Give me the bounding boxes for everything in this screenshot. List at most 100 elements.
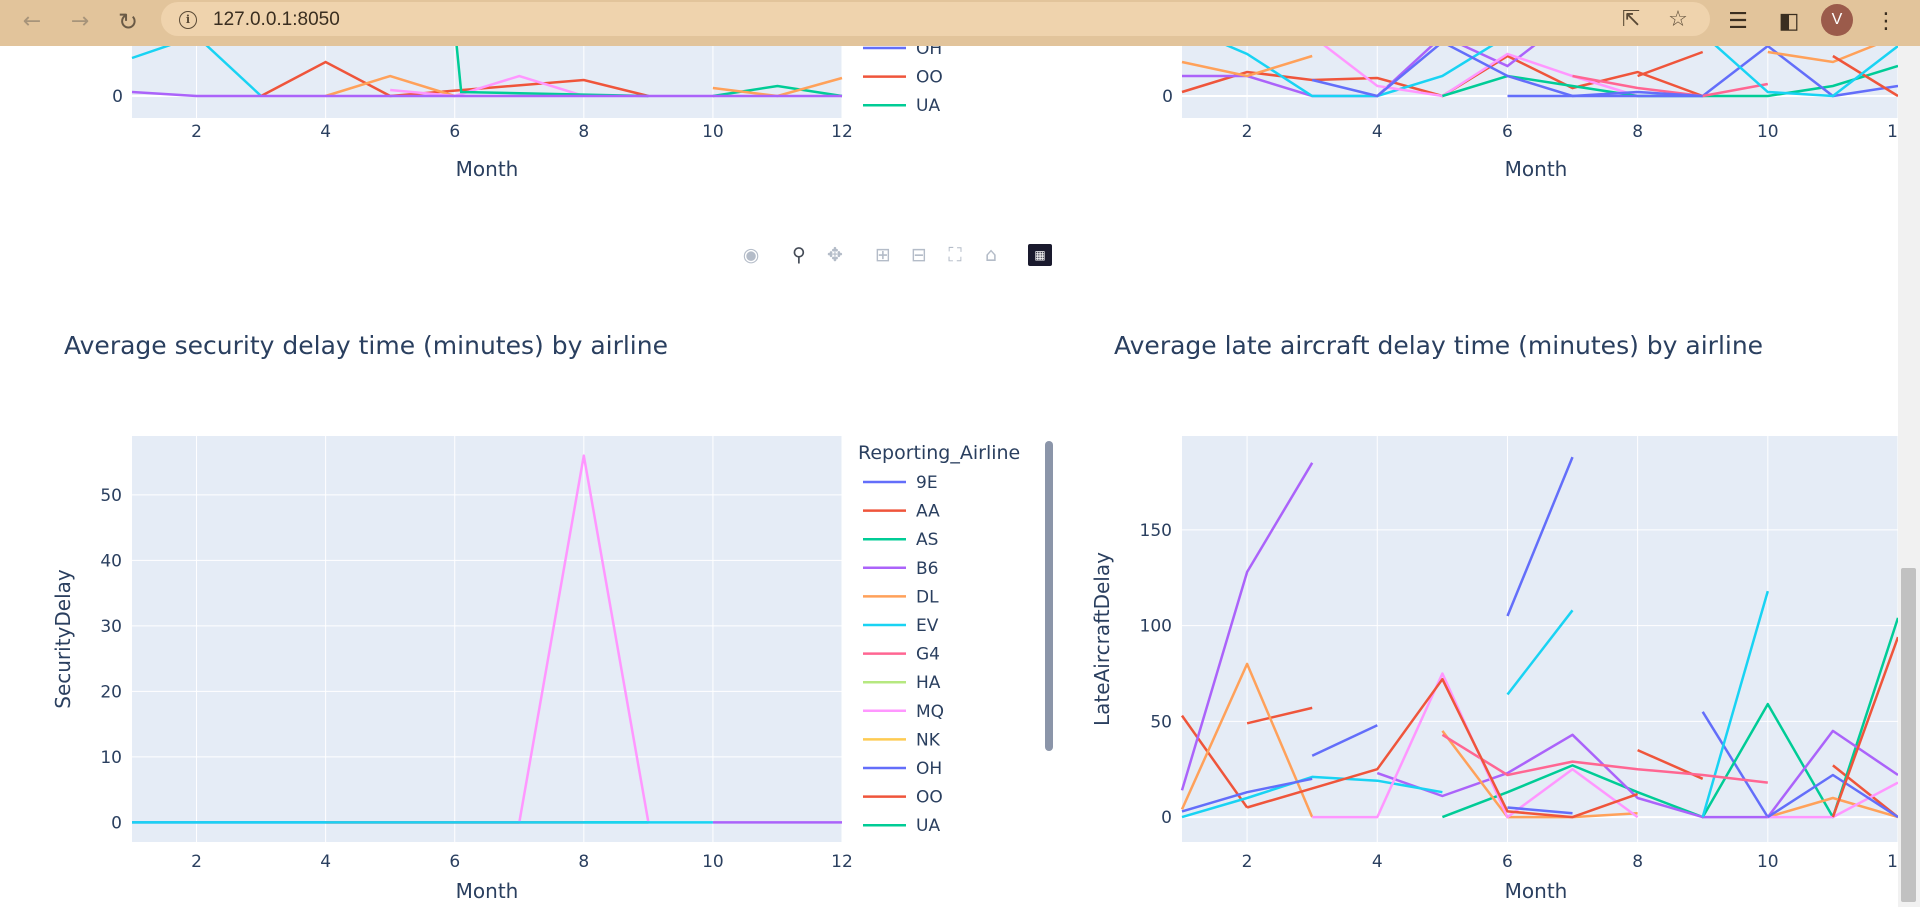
reload-icon[interactable]: ↻	[117, 8, 139, 36]
x-tick-label: 2	[1242, 122, 1253, 142]
x-tick-label: 12	[1887, 852, 1898, 872]
x-tick-label: 8	[1632, 122, 1643, 142]
legend-item-HA[interactable]: HA	[916, 673, 941, 693]
side-panel-icon[interactable]: ◧	[1778, 9, 1800, 34]
series-line-EV	[1714, 46, 1898, 98]
y-tick-label: 100	[1140, 617, 1172, 637]
series-line-B6	[131, 90, 842, 98]
info-icon[interactable]: i	[179, 11, 197, 29]
series-line-AA	[1246, 706, 1313, 725]
x-ticks: 2 4 6 8 10 12	[1242, 122, 1898, 142]
series-line-DL	[1767, 46, 1877, 64]
series-line-OH	[1507, 806, 1573, 815]
series-line-AS	[1441, 617, 1898, 819]
series-line-AS	[455, 46, 649, 98]
legend-item-AA[interactable]: AA	[916, 502, 940, 522]
legend-item-UA[interactable]: UA	[916, 96, 940, 116]
y-tick: 0	[112, 87, 123, 107]
x-ticks: 2 4 6 8 10 12	[191, 122, 853, 142]
series-line-EV	[1225, 46, 1494, 98]
chart-lines	[1180, 456, 1898, 819]
series-line-DL	[1767, 796, 1898, 819]
pan-icon[interactable]: ✥	[827, 244, 843, 266]
series-line-DL	[1441, 730, 1638, 819]
x-ticks: 2 4 6 8 10 12	[191, 852, 853, 872]
legend: OH OO UA	[863, 46, 943, 116]
x-tick-label: 6	[1502, 852, 1513, 872]
series-line-OO	[1246, 677, 1639, 819]
series-line-B6	[1180, 462, 1314, 791]
series-line-9E	[1506, 456, 1574, 617]
url-text[interactable]: 127.0.0.1:8050	[213, 9, 340, 30]
x-axis-title: Month	[456, 879, 519, 903]
y-tick-label: 0	[111, 813, 122, 833]
series-line-EV	[1506, 609, 1574, 696]
series-line-OO	[1831, 636, 1898, 818]
series-line-DL	[1181, 54, 1313, 78]
plot-area	[132, 46, 842, 118]
star-icon[interactable]: ☆	[1668, 7, 1688, 32]
y-tick-label: 30	[100, 617, 122, 637]
forward-icon[interactable]: →	[70, 9, 90, 34]
x-tick-label: 12	[831, 852, 853, 872]
y-tick-label: 150	[1140, 521, 1172, 541]
series-line-DL	[1180, 662, 1314, 818]
x-axis-title: Month	[1505, 157, 1568, 181]
legend-item-DL[interactable]: DL	[916, 587, 939, 607]
series-line-EV	[1701, 590, 1770, 818]
share-icon[interactable]: ⇱	[1621, 7, 1641, 32]
dash-page: 2 4 6 8 10 12 0 Month OH OO UA 2 4 6 8 10 12 0 Month…	[0, 46, 1898, 907]
y-tick: 0	[1162, 87, 1173, 107]
series-line-G4	[1572, 74, 1769, 98]
scrollbar-thumb[interactable]	[1901, 568, 1916, 902]
zoom-icon[interactable]: ⚲	[792, 244, 806, 266]
y-axis-title: LateAircraftDelay	[1090, 552, 1114, 726]
top-left-chart: 2 4 6 8 10 12 0 Month OH OO UA	[112, 46, 943, 181]
back-icon[interactable]: ←	[22, 9, 42, 34]
x-tick-label: 6	[1502, 122, 1513, 142]
x-tick-label: 12	[831, 122, 853, 142]
y-tick-label: 50	[1150, 712, 1172, 732]
media-icon[interactable]: ☰	[1728, 9, 1748, 34]
camera-icon[interactable]: ◉	[742, 244, 760, 266]
x-axis-title: Month	[1505, 879, 1568, 903]
zoom-in-icon[interactable]: ⊞	[875, 244, 891, 266]
x-tick-label: 10	[1757, 122, 1779, 142]
zoom-out-icon[interactable]: ⊟	[911, 244, 927, 266]
reset-axes-icon[interactable]: ⌂	[984, 244, 998, 266]
address-bar[interactable]: i 127.0.0.1:8050 ⇱ ☆	[161, 2, 1710, 36]
x-tick-label: 6	[449, 122, 460, 142]
legend-item-G4[interactable]: G4	[916, 645, 940, 665]
top-right-chart: 2 4 6 8 10 12 0 Month	[1162, 46, 1898, 181]
x-tick-label: 4	[320, 852, 331, 872]
x-tick-label: 2	[191, 852, 202, 872]
legend-item-OH[interactable]: OH	[916, 759, 942, 779]
series-line-OO	[1637, 50, 1704, 78]
browser-toolbar: ← → ↻ i 127.0.0.1:8050 ⇱ ☆ ☰ ◧ V ⋮	[0, 0, 1920, 46]
legend-item-MQ[interactable]: MQ	[916, 702, 944, 722]
legend-scrollbar[interactable]	[1045, 441, 1053, 751]
legend-item-NK[interactable]: NK	[916, 730, 941, 750]
y-ticks: 0 50 100 150	[1140, 521, 1172, 828]
legend-item-EV[interactable]: EV	[916, 616, 939, 636]
legend-item-B6[interactable]: B6	[916, 559, 938, 579]
chart-title: Average security delay time (minutes) by…	[64, 331, 668, 360]
legend-item-OH[interactable]: OH	[916, 46, 942, 59]
page-scrollbar[interactable]	[1898, 46, 1920, 907]
x-tick-label: 12	[1887, 122, 1898, 142]
avatar[interactable]: V	[1821, 4, 1853, 36]
legend-item-UA[interactable]: UA	[916, 816, 940, 836]
legend-item-AS[interactable]: AS	[916, 530, 938, 550]
legend-item-9E[interactable]: 9E	[916, 473, 938, 493]
security-delay-chart: Average security delay time (minutes) by…	[51, 331, 1053, 903]
legend-item-OO[interactable]: OO	[916, 788, 943, 808]
x-tick-label: 10	[702, 852, 724, 872]
series-line-MQ	[518, 454, 650, 823]
legend-item-OO[interactable]: OO	[916, 68, 943, 88]
menu-icon[interactable]: ⋮	[1875, 9, 1897, 34]
legend[interactable]: 9E AA AS B6 DL EV G4 HA MQ NK OH OO UA	[863, 473, 944, 836]
autoscale-icon[interactable]: ⛶	[948, 244, 962, 266]
plotly-logo-icon[interactable]: ▦	[1028, 244, 1052, 266]
x-tick-label: 2	[1242, 852, 1253, 872]
chart-lines	[132, 454, 842, 824]
